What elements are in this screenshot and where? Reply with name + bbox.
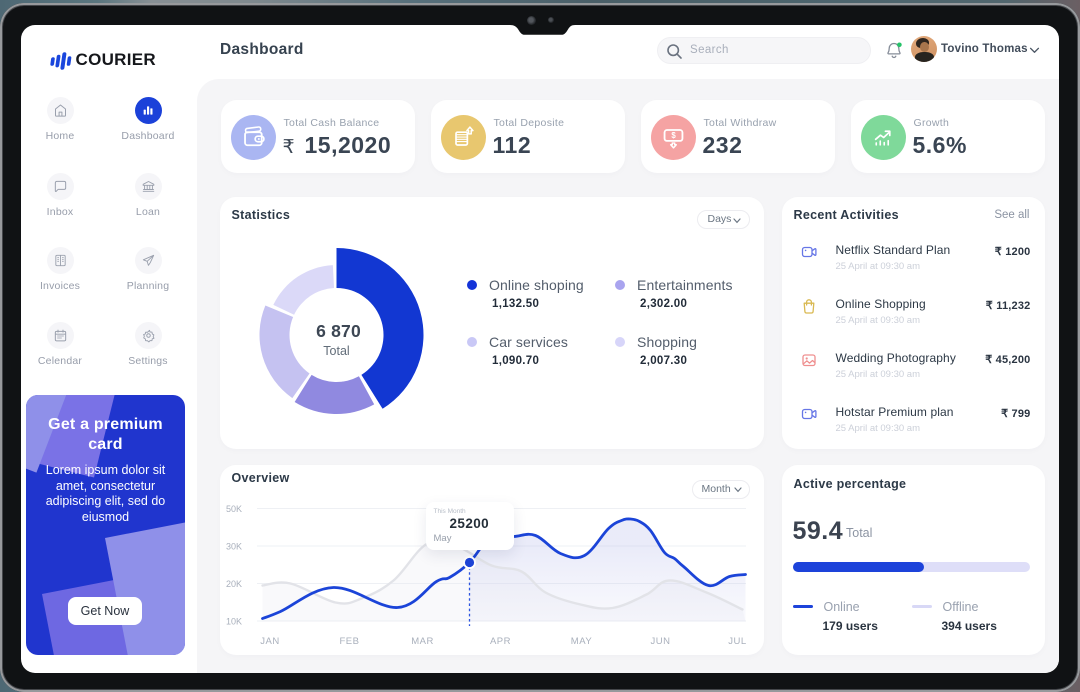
svg-text:30K: 30K	[225, 541, 241, 551]
svg-text:APR: APR	[489, 636, 510, 647]
svg-text:50K: 50K	[225, 504, 241, 514]
svg-text:20K: 20K	[225, 579, 241, 589]
svg-text:JUN: JUN	[650, 636, 670, 647]
svg-text:10K: 10K	[225, 616, 241, 626]
svg-text:JAN: JAN	[260, 636, 279, 647]
svg-text:$: $	[671, 131, 676, 140]
svg-text:JUL: JUL	[728, 636, 746, 647]
svg-text:MAY: MAY	[570, 636, 592, 647]
svg-text:MAR: MAR	[411, 636, 434, 647]
svg-text:FEB: FEB	[339, 636, 359, 647]
